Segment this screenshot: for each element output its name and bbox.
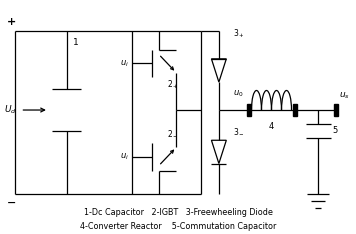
Text: −: − [7,198,16,208]
Text: $2_-$: $2_-$ [167,128,179,138]
Text: $u_i$: $u_i$ [120,151,129,162]
Text: 4-Converter Reactor    5-Commutation Capacitor: 4-Converter Reactor 5-Commutation Capaci… [80,222,276,231]
Text: 1: 1 [73,38,78,47]
Text: $U_d$: $U_d$ [4,104,17,116]
Text: $u_i$: $u_i$ [120,58,129,69]
Text: 1-Dc Capacitor   2-IGBT   3-Freewheeling Diode: 1-Dc Capacitor 2-IGBT 3-Freewheeling Dio… [84,208,273,217]
Text: $3_-$: $3_-$ [233,126,245,136]
Bar [334,104,338,117]
Bar [293,104,297,117]
Text: $u_0$: $u_0$ [233,88,244,99]
Text: $3_+$: $3_+$ [233,27,245,40]
Text: 4: 4 [269,122,274,131]
Text: 5: 5 [332,126,337,135]
Text: $2_+$: $2_+$ [167,78,179,91]
Bar [247,104,251,117]
Text: $u_s$: $u_s$ [339,91,350,101]
Text: +: + [7,17,16,27]
